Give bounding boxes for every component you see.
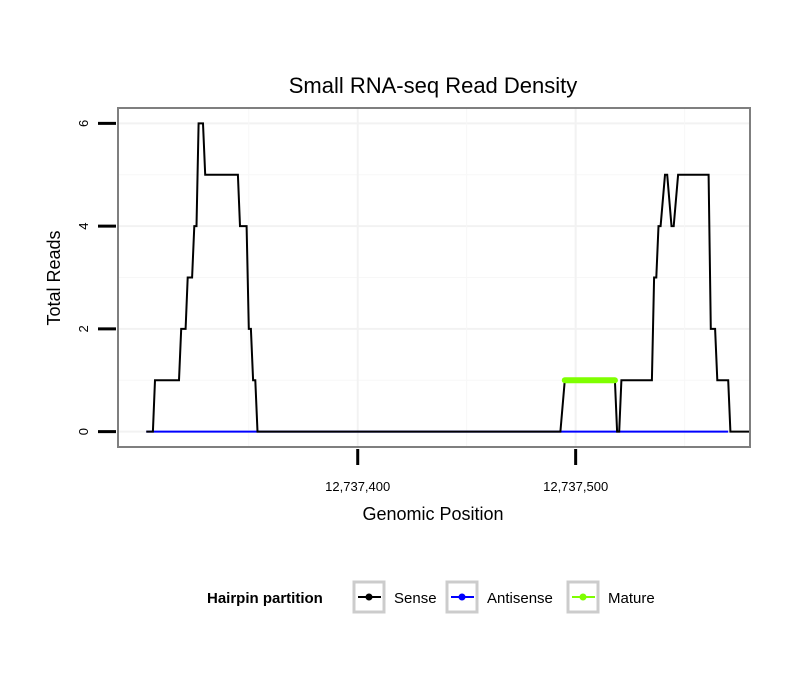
legend-label: Mature [608,590,655,607]
legend-entry-antisense: Antisense [445,580,553,614]
legend-key-point [579,593,587,601]
legend-entry-mature: Mature [566,580,655,614]
y-tick-label: 0 [76,428,91,435]
y-axis-label: Total Reads [44,230,64,325]
legend-entry-sense: Sense [352,580,437,614]
x-axis-label: Genomic Position [362,504,503,524]
legend-label: Sense [394,590,437,607]
y-tick-label: 2 [76,325,91,332]
x-axis: 12,737,400 12,737,500 [325,449,608,494]
y-tick-label: 6 [76,120,91,127]
legend-label: Antisense [487,590,553,607]
x-tick-label: 12,737,400 [325,479,390,494]
series-line-sense [146,122,750,433]
chart-title: Small RNA-seq Read Density [289,73,578,98]
y-tick-label: 4 [76,223,91,230]
legend-key-point [365,593,373,601]
y-axis: 0 2 4 6 [76,120,116,435]
legend-key-point [458,593,466,601]
x-tick-label: 12,737,500 [543,479,608,494]
plot-frame [117,107,751,448]
series-layer [146,122,750,433]
legend: Hairpin partition Sense Antisense Mature [207,580,655,614]
legend-title: Hairpin partition [207,590,323,607]
